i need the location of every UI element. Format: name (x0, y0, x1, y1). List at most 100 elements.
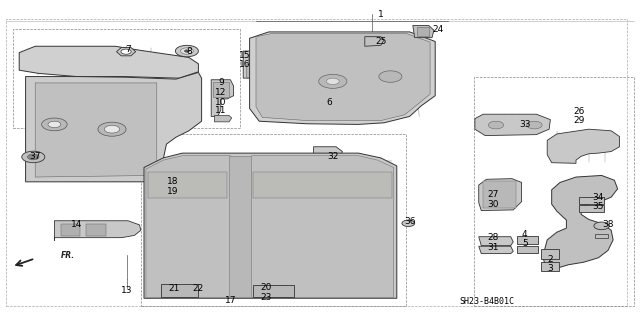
Circle shape (402, 220, 415, 226)
Text: SH23-B4B01C: SH23-B4B01C (460, 297, 515, 306)
Polygon shape (547, 129, 620, 163)
Bar (141, 134, 406, 306)
Circle shape (527, 121, 542, 129)
Bar (246, 64, 259, 77)
Polygon shape (211, 80, 234, 116)
Text: FR.: FR. (61, 251, 75, 260)
Polygon shape (35, 83, 157, 177)
Text: 37: 37 (29, 152, 41, 161)
Bar (61, 224, 80, 236)
Text: 5: 5 (522, 239, 527, 248)
Circle shape (175, 45, 198, 57)
Bar (595, 234, 608, 238)
Text: 27: 27 (487, 190, 499, 199)
Circle shape (22, 151, 45, 163)
Text: 22: 22 (193, 284, 204, 293)
Text: 1: 1 (378, 10, 383, 19)
Circle shape (184, 50, 189, 52)
Polygon shape (475, 114, 550, 136)
Text: 11: 11 (215, 106, 227, 115)
Text: 10: 10 (215, 98, 227, 107)
Text: 31: 31 (487, 243, 499, 252)
Text: 28: 28 (487, 233, 499, 242)
Circle shape (98, 122, 126, 136)
Text: 33: 33 (519, 120, 531, 129)
Polygon shape (229, 156, 253, 297)
Polygon shape (253, 285, 294, 297)
Text: 14: 14 (71, 220, 83, 229)
Text: 35: 35 (593, 202, 604, 211)
Circle shape (42, 118, 67, 131)
Bar (474, 77, 634, 306)
Polygon shape (413, 26, 434, 38)
Polygon shape (144, 153, 397, 298)
Text: 36: 36 (404, 217, 415, 226)
Text: 9: 9 (218, 78, 223, 87)
Circle shape (326, 78, 339, 85)
Text: 25: 25 (375, 37, 387, 46)
Text: 4: 4 (522, 230, 527, 239)
Text: 15: 15 (239, 51, 251, 60)
Polygon shape (253, 172, 392, 198)
Text: 8: 8 (186, 47, 191, 56)
Text: 34: 34 (593, 193, 604, 202)
Text: 2: 2 (548, 256, 553, 264)
Bar (13, 29, 240, 128)
Text: 23: 23 (260, 293, 271, 302)
Bar (541, 249, 559, 259)
Text: 3: 3 (548, 264, 553, 273)
Bar (579, 205, 604, 212)
Bar (517, 236, 538, 244)
Bar (483, 181, 516, 208)
Polygon shape (54, 221, 141, 241)
Circle shape (48, 121, 61, 128)
Bar (517, 246, 538, 253)
Polygon shape (161, 284, 198, 297)
Text: 32: 32 (327, 152, 339, 161)
Circle shape (488, 121, 504, 129)
Polygon shape (19, 46, 198, 78)
Text: 13: 13 (121, 286, 132, 295)
Text: 16: 16 (239, 60, 251, 69)
Polygon shape (479, 246, 513, 254)
Polygon shape (365, 37, 384, 46)
Polygon shape (148, 172, 227, 198)
Polygon shape (214, 115, 232, 122)
Bar (541, 262, 559, 271)
Text: 12: 12 (215, 88, 227, 97)
Circle shape (180, 48, 193, 54)
Text: 6: 6 (327, 98, 332, 107)
Polygon shape (479, 237, 513, 246)
Polygon shape (116, 48, 136, 56)
Bar (248, 54, 259, 62)
Circle shape (379, 71, 402, 82)
Polygon shape (314, 147, 342, 163)
Text: 30: 30 (487, 200, 499, 209)
Polygon shape (256, 33, 430, 121)
Text: 20: 20 (260, 283, 271, 292)
Bar (86, 224, 106, 236)
Polygon shape (146, 156, 230, 297)
Polygon shape (26, 72, 202, 182)
Circle shape (104, 125, 120, 133)
Polygon shape (250, 32, 435, 124)
Polygon shape (243, 51, 272, 78)
Polygon shape (252, 156, 394, 297)
Circle shape (121, 49, 131, 54)
Text: 19: 19 (167, 187, 179, 196)
Text: 24: 24 (433, 25, 444, 34)
Text: 26: 26 (573, 107, 585, 116)
Bar (213, 82, 229, 97)
Text: 38: 38 (602, 220, 614, 229)
Bar (579, 197, 604, 204)
Text: 17: 17 (225, 296, 236, 305)
Polygon shape (479, 179, 522, 211)
Text: 18: 18 (167, 177, 179, 186)
Circle shape (28, 154, 39, 160)
Circle shape (319, 74, 347, 88)
Text: 29: 29 (573, 116, 585, 125)
Bar (417, 27, 429, 36)
Polygon shape (543, 175, 618, 271)
Circle shape (594, 222, 609, 230)
Text: 21: 21 (168, 284, 180, 293)
